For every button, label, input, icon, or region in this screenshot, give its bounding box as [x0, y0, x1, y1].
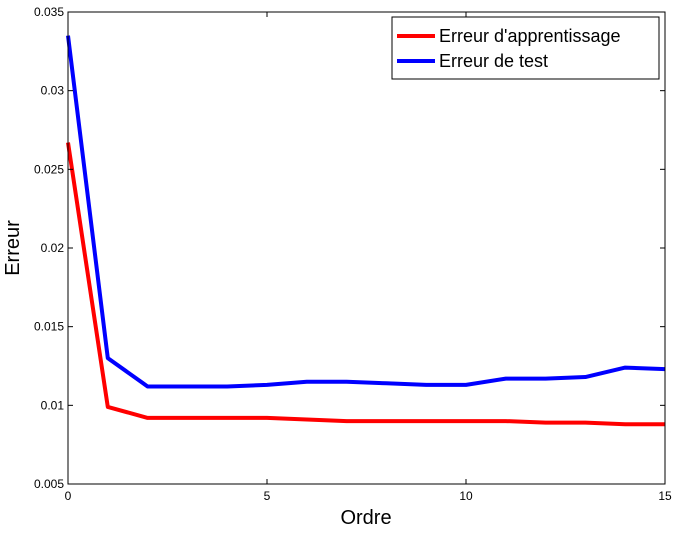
y-tick-label-4: 0.025: [34, 162, 64, 176]
x-tick-label-1: 5: [264, 489, 271, 503]
ticks-layer: 0 5 10 15 0.005 0.01 0.015 0.02 0.025 0.03 0.035: [34, 5, 672, 503]
x-axis-title: Ordre: [340, 507, 391, 529]
legend: Erreur d'apprentissage Erreur de test: [391, 16, 660, 80]
y-tick-label-6: 0.035: [34, 5, 64, 19]
plot-area: [68, 12, 665, 484]
legend-box: [391, 16, 660, 80]
series-line-1: [66, 35, 666, 389]
series-layer: [66, 35, 666, 427]
y-tick-label-3: 0.02: [41, 241, 65, 255]
plot-frame: [67, 11, 666, 485]
y-tick-label-2: 0.015: [34, 320, 64, 334]
series-line-0: [66, 142, 665, 427]
y-tick-label-5: 0.03: [41, 84, 65, 98]
y-tick-label-0: 0.005: [34, 477, 64, 491]
legend-label-1: Erreur de test: [439, 51, 548, 71]
legend-label-0: Erreur d'apprentissage: [439, 26, 621, 46]
y-tick-label-1: 0.01: [41, 398, 65, 412]
x-tick-label-2: 10: [459, 489, 473, 503]
x-tick-label-0: 0: [65, 489, 72, 503]
y-axis-title: Erreur: [2, 220, 24, 276]
x-tick-label-3: 15: [658, 489, 672, 503]
